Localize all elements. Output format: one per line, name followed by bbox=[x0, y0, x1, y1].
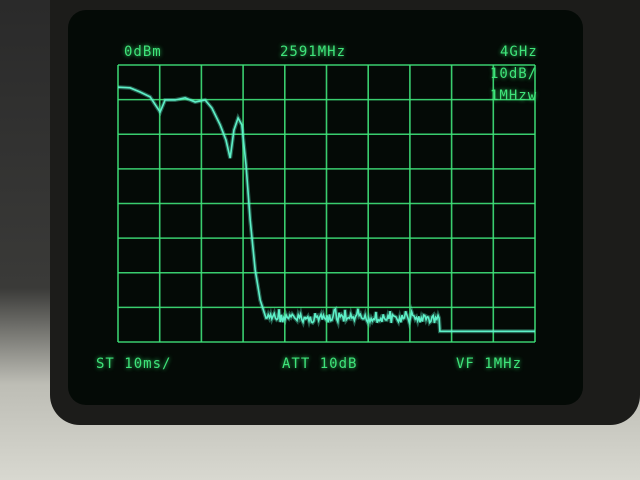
scale-readout: 10dB/ bbox=[490, 66, 538, 82]
sweep-time-readout: ST 10ms/ bbox=[96, 356, 172, 372]
center-frequency-readout: 2591MHz bbox=[280, 44, 347, 60]
rbw-readout: 1MHzw bbox=[490, 88, 538, 104]
span-readout: 4GHz bbox=[500, 44, 538, 60]
video-filter-readout: VF 1MHz bbox=[456, 356, 523, 372]
reference-level-readout: 0dBm bbox=[124, 44, 162, 60]
spectrum-trace bbox=[117, 86, 535, 333]
attenuation-readout: ATT 10dB bbox=[282, 356, 358, 372]
crt-screen bbox=[68, 10, 583, 405]
